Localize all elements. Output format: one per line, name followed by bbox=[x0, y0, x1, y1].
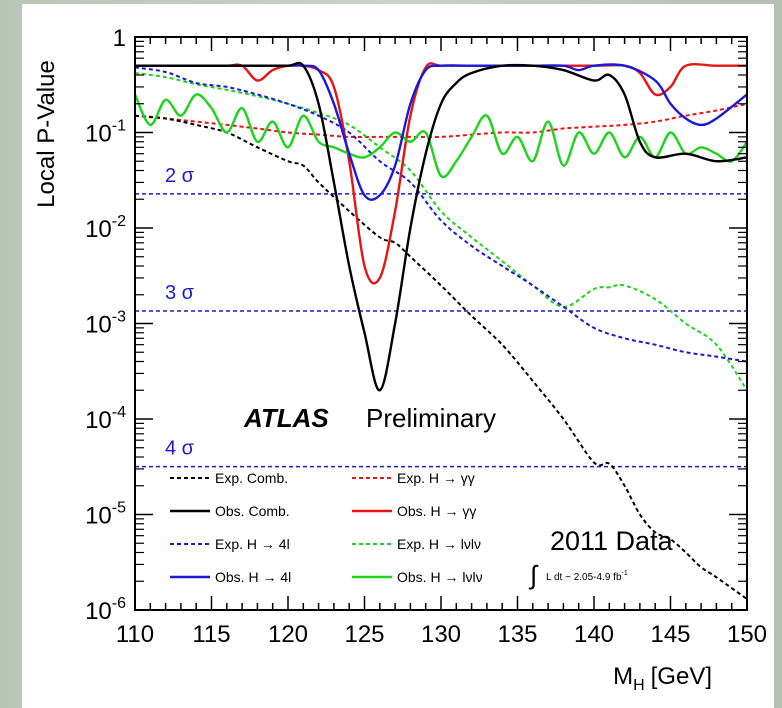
preliminary-label: Preliminary bbox=[366, 403, 496, 433]
y-tick-label: 10-3 bbox=[85, 309, 126, 339]
legend-label: Exp. H → lνlν bbox=[397, 536, 481, 552]
legend-label: Exp. Comb. bbox=[215, 470, 288, 486]
legend-label: Obs. H → γγ bbox=[397, 503, 476, 519]
luminosity-exponent: -1 bbox=[622, 570, 628, 577]
plot-frame bbox=[134, 36, 748, 611]
series-line bbox=[135, 62, 747, 285]
x-tick-label: 130 bbox=[421, 621, 461, 648]
legend-label: Exp. H → γγ bbox=[397, 470, 475, 486]
legend-label: Exp. H → 4l bbox=[215, 536, 290, 552]
legend-label: Obs. H → lνlν bbox=[397, 569, 483, 585]
sigma-label: 2 σ bbox=[165, 165, 195, 187]
y-tick-label: 10-5 bbox=[85, 500, 126, 530]
series-line bbox=[135, 93, 747, 179]
p-value-chart: 2 σ 3 σ 4 σ 110 115 120 125 130 135 140 145 150 1 10… bbox=[33, 25, 767, 694]
x-axis-label: MH [GeV] bbox=[613, 663, 712, 694]
legend-label: Obs. H → 4l bbox=[215, 569, 291, 585]
x-tick-label: 145 bbox=[650, 621, 690, 648]
legend: Exp. Comb. Obs. Comb. Exp. H → 4l Obs. H → … bbox=[170, 470, 483, 585]
x-axis-label-unit: [GeV] bbox=[651, 663, 712, 690]
y-tick-label: 10-1 bbox=[85, 118, 126, 148]
x-tick-label: 125 bbox=[344, 621, 384, 648]
y-axis-label: Local P-Value bbox=[33, 60, 60, 208]
y-tick-label: 10-4 bbox=[85, 404, 126, 434]
x-tick-label: 135 bbox=[497, 621, 537, 648]
data-label: 2011 Data bbox=[550, 526, 674, 556]
y-tick-label: 1 bbox=[113, 25, 126, 52]
legend-label: Obs. Comb. bbox=[215, 503, 290, 519]
series-line bbox=[135, 61, 747, 392]
series-line bbox=[135, 72, 747, 391]
x-tick-label: 120 bbox=[268, 621, 308, 648]
chart-panel: 2 σ 3 σ 4 σ 110 115 120 125 130 135 140 145 150 1 10… bbox=[22, 4, 774, 708]
atlas-label: ATLAS bbox=[243, 403, 329, 433]
x-tick-label: 115 bbox=[192, 621, 230, 648]
x-tick-label: 150 bbox=[727, 621, 767, 648]
x-tick-label: 110 bbox=[116, 621, 154, 648]
series-line bbox=[135, 66, 747, 363]
x-axis-label-subscript: H bbox=[633, 677, 645, 694]
sigma-label: 3 σ bbox=[165, 282, 195, 304]
series-line bbox=[135, 102, 747, 139]
y-tick-label: 10-2 bbox=[85, 213, 126, 243]
integral-sign: ∫ bbox=[528, 560, 539, 590]
sigma-label: 4 σ bbox=[165, 438, 195, 460]
x-tick-label: 140 bbox=[574, 621, 614, 648]
series-line bbox=[135, 114, 747, 600]
y-tick-label: 10-6 bbox=[85, 595, 126, 625]
luminosity-label: L dt ~ 2.05-4.9 fb-1 bbox=[546, 570, 628, 583]
